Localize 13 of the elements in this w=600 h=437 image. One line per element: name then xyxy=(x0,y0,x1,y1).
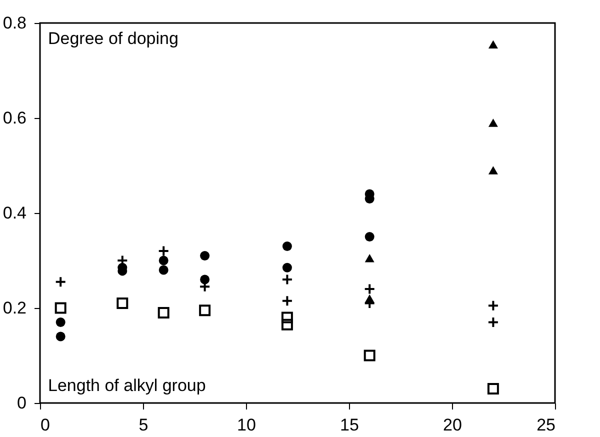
x-tick-label: 0 xyxy=(40,416,50,434)
x-axis-title: Length of alkyl group xyxy=(48,376,206,395)
x-tick-label: 10 xyxy=(237,416,256,434)
x-tick-label: 25 xyxy=(536,416,556,434)
x-tick-label: 5 xyxy=(138,416,148,434)
x-tick-label: 20 xyxy=(443,416,462,434)
y-tick-label: 0.2 xyxy=(2,298,26,318)
y-tick-label: 0.8 xyxy=(2,14,26,32)
y-axis-title: Degree of doping xyxy=(48,29,178,48)
y-tick-label: 0.4 xyxy=(2,204,26,222)
y-tick-label: 0.6 xyxy=(2,108,26,128)
x-tick-label: 15 xyxy=(340,416,359,434)
y-tick-label: 0 xyxy=(17,394,26,412)
